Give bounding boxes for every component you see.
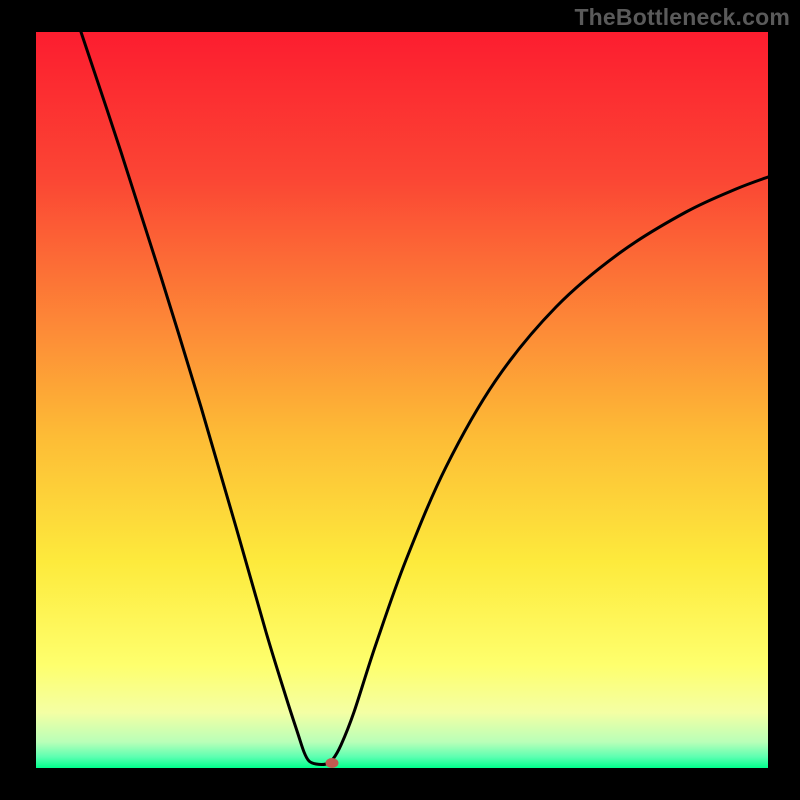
- chart-container: TheBottleneck.com: [0, 0, 800, 800]
- watermark-text: TheBottleneck.com: [574, 4, 790, 31]
- plot-area: [36, 32, 768, 768]
- curve-layer: [36, 32, 768, 768]
- bottleneck-curve: [81, 32, 768, 764]
- optimum-marker: [326, 758, 339, 768]
